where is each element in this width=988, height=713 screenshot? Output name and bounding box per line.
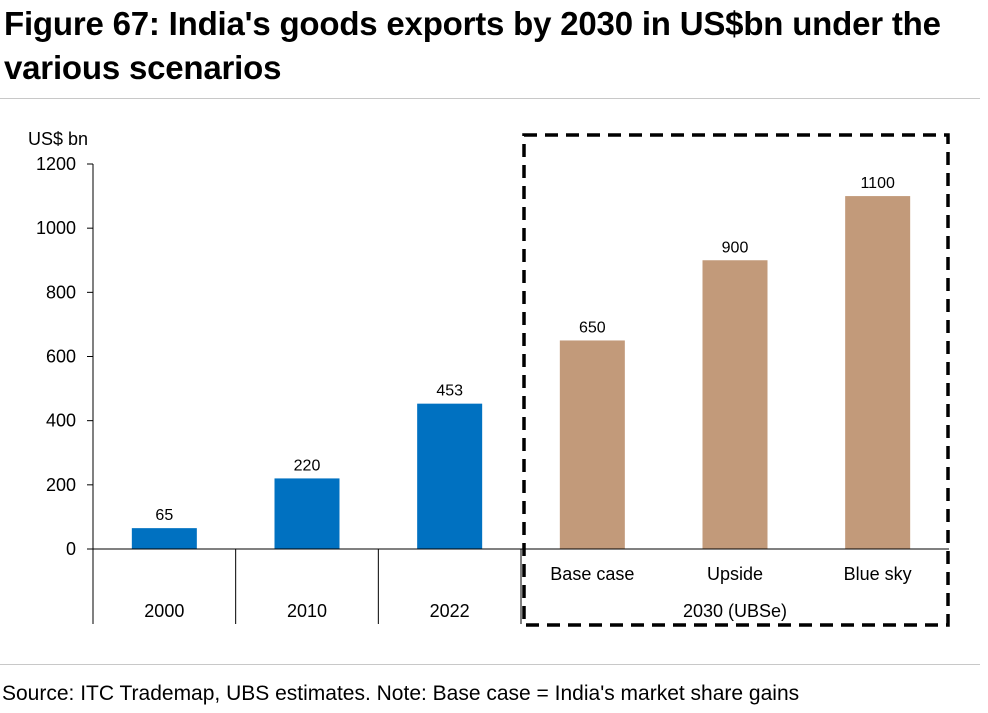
title-divider bbox=[0, 98, 980, 99]
chart-title: Figure 67: India's goods exports by 2030… bbox=[4, 5, 941, 86]
x-tick-label-upside: Upside bbox=[707, 564, 763, 584]
y-tick-label: 1200 bbox=[36, 154, 76, 174]
y-axis: 0 200 400 600 800 1000 1200 bbox=[36, 154, 94, 559]
data-label-2010: 220 bbox=[294, 457, 321, 474]
x-tick-label-base-case: Base case bbox=[550, 564, 634, 584]
bar-2010 bbox=[274, 478, 340, 549]
y-tick-label: 400 bbox=[46, 411, 76, 431]
y-axis-label: US$ bn bbox=[28, 129, 88, 149]
scenario-highlight-box bbox=[522, 133, 950, 627]
bar-upside bbox=[702, 260, 768, 549]
y-tick-label: 0 bbox=[66, 539, 76, 559]
bar-base-case bbox=[559, 340, 625, 549]
source-divider bbox=[0, 664, 980, 665]
bar-2022 bbox=[417, 403, 483, 549]
x-tick-label-blue-sky: Blue sky bbox=[844, 564, 912, 584]
x-axis: 2000 2010 2022 Base case Upside Blue sky bbox=[87, 548, 949, 624]
bar-series: 65 220 453 650 900 1100 bbox=[131, 175, 911, 550]
data-label-base-case: 650 bbox=[579, 319, 606, 336]
x-tick-label-2010: 2010 bbox=[287, 601, 327, 621]
bar-blue-sky bbox=[845, 196, 911, 550]
y-tick-label: 600 bbox=[46, 347, 76, 367]
y-tick-label: 200 bbox=[46, 475, 76, 495]
bar-2000 bbox=[131, 528, 197, 549]
source-note: Source: ITC Trademap, UBS estimates. Not… bbox=[2, 682, 800, 705]
y-tick-label: 1000 bbox=[36, 218, 76, 238]
data-label-2000: 65 bbox=[155, 507, 173, 524]
bar-chart: US$ bn 0 200 400 600 800 1000 1200 65 220 453 650… bbox=[28, 129, 950, 627]
data-label-upside: 900 bbox=[722, 239, 749, 256]
y-tick-label: 800 bbox=[46, 282, 76, 302]
group-label-2030: 2030 (UBSe) bbox=[683, 601, 787, 621]
data-label-2022: 453 bbox=[436, 383, 463, 400]
x-tick-label-2000: 2000 bbox=[144, 601, 184, 621]
data-label-blue-sky: 1100 bbox=[860, 175, 895, 192]
x-tick-label-2022: 2022 bbox=[430, 601, 470, 621]
